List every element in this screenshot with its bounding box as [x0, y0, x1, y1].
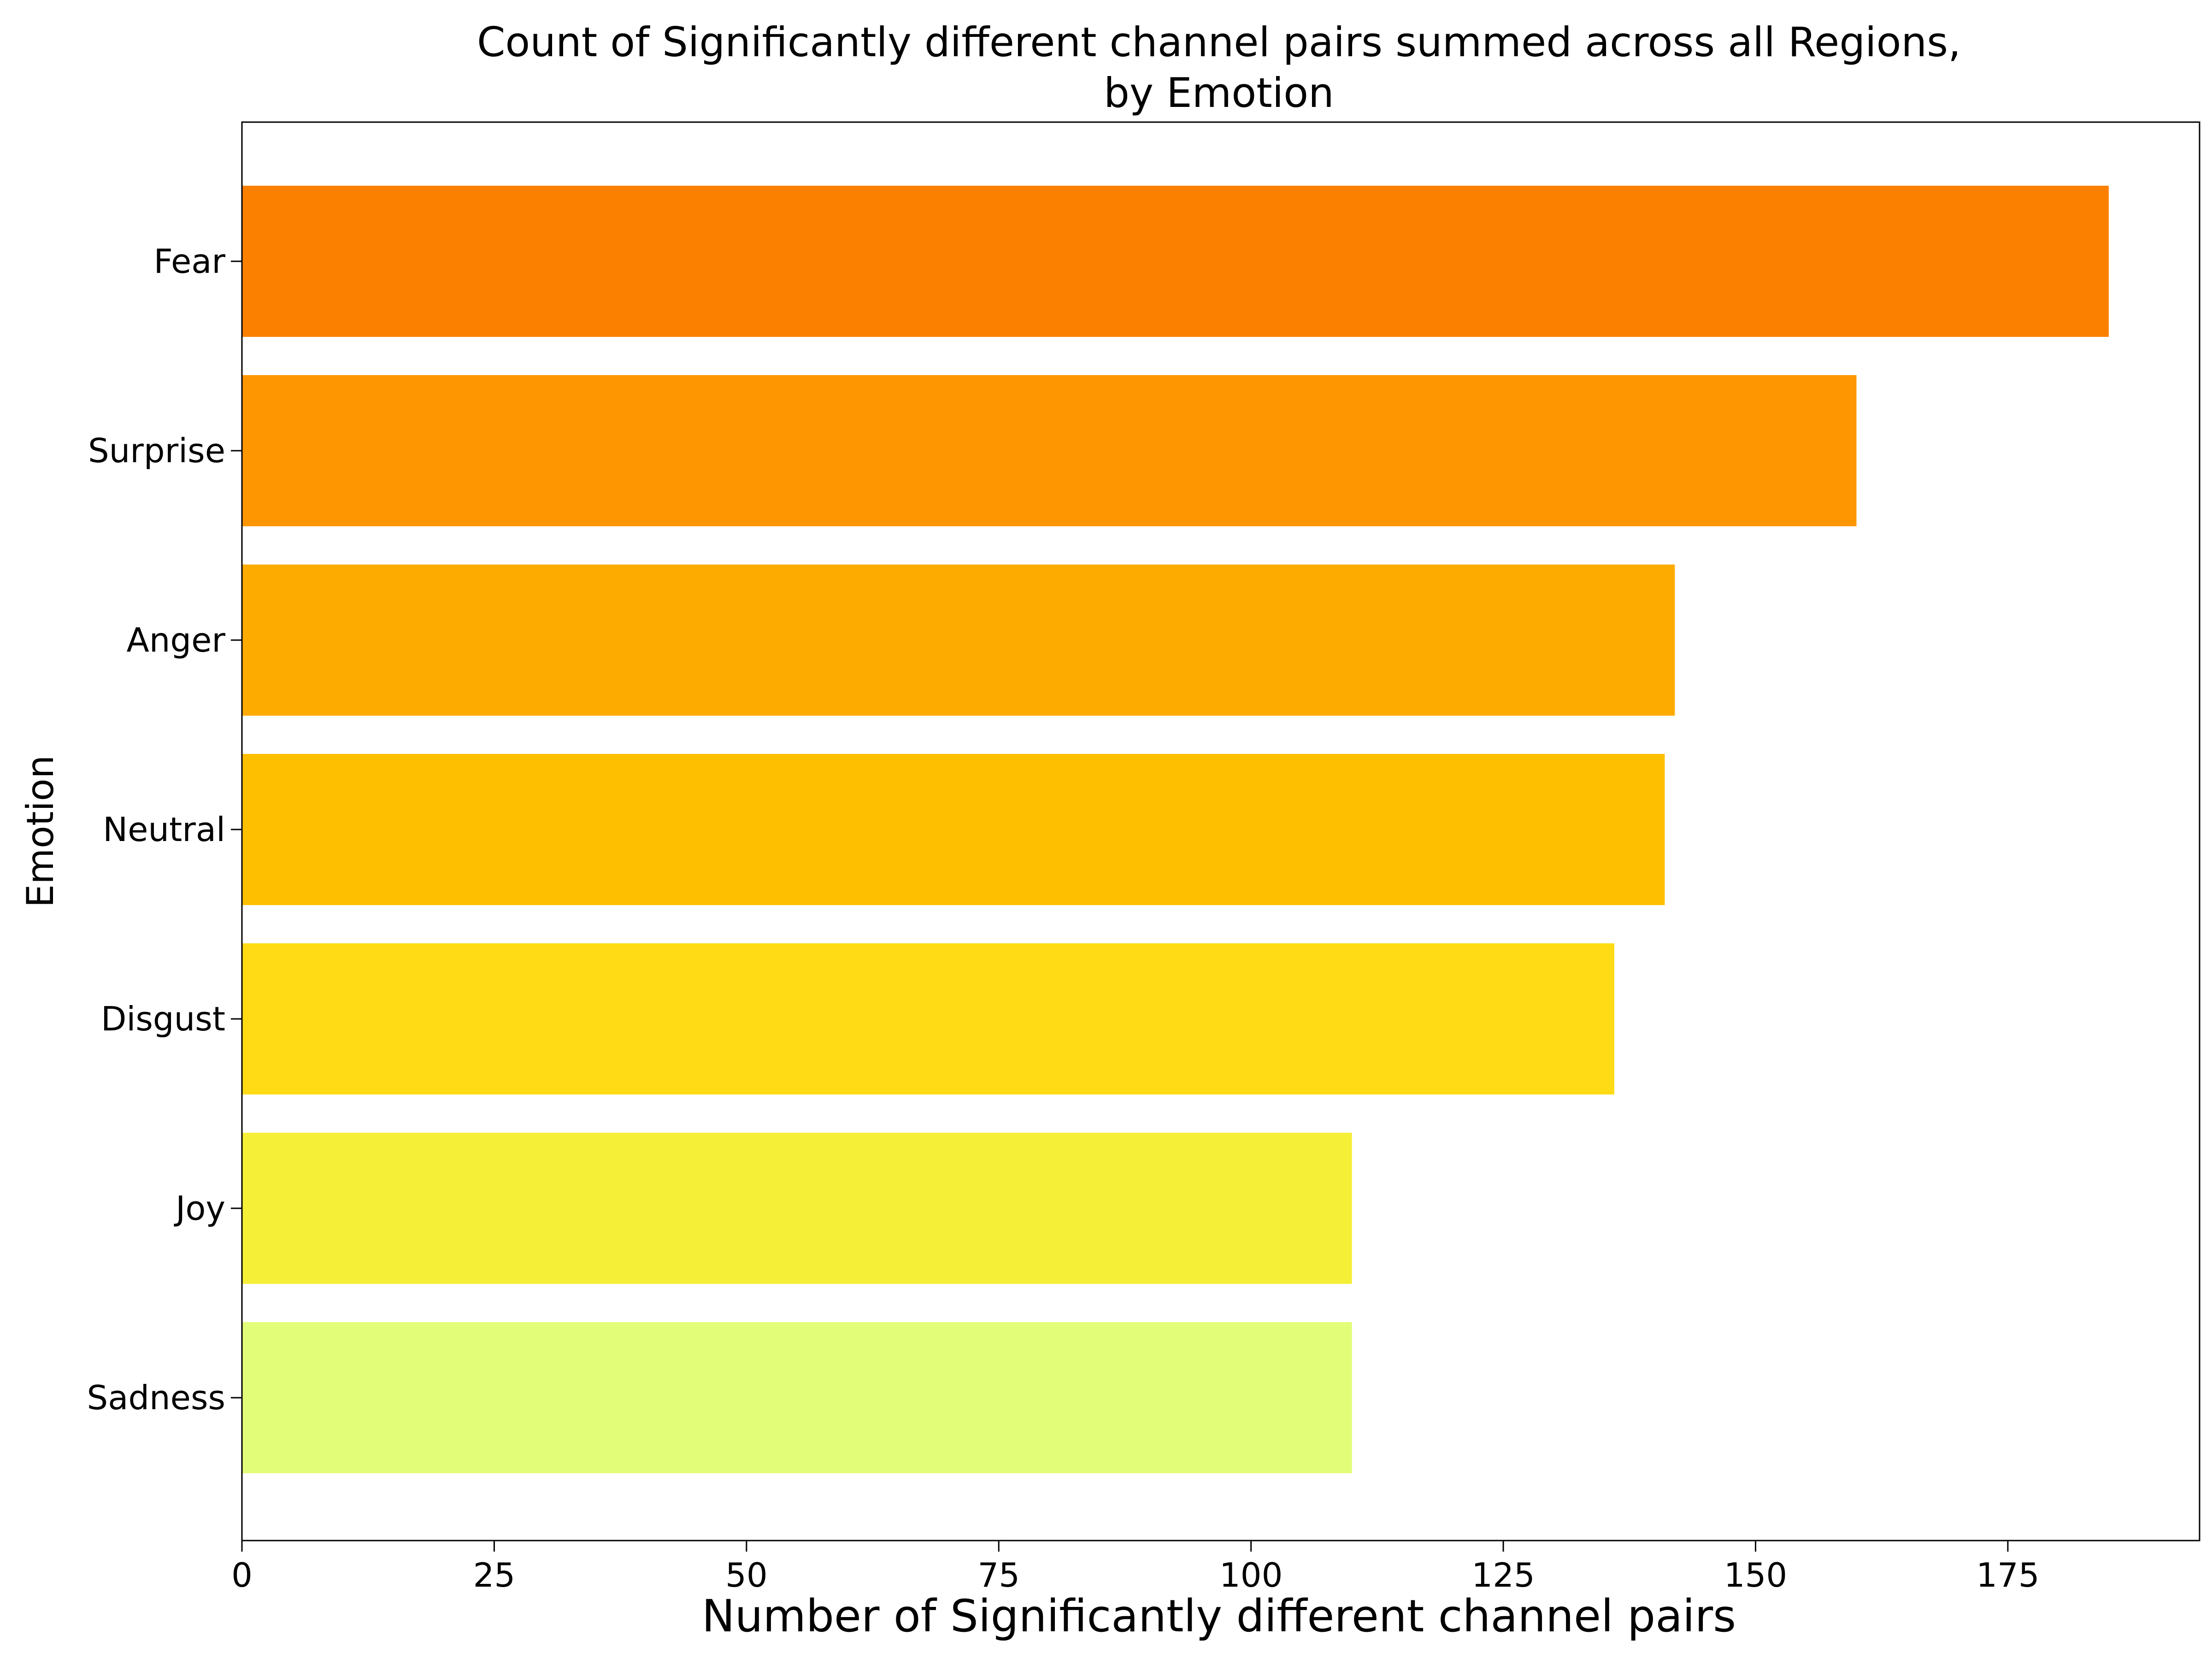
- y-tick-label-fear: Fear: [154, 242, 226, 281]
- y-axis-label: Emotion: [19, 755, 62, 908]
- x-tick-label-0: 0: [231, 1556, 253, 1594]
- x-tick-label-100: 100: [1219, 1556, 1282, 1594]
- bar-fear: [242, 186, 2109, 337]
- bar-surprise: [242, 375, 1857, 526]
- x-tick-label-25: 25: [473, 1556, 516, 1594]
- chart-title-line-1: Count of Significantly different channel…: [477, 18, 1961, 66]
- y-tick-label-sadness: Sadness: [87, 1378, 225, 1417]
- bar-disgust: [242, 943, 1614, 1094]
- plot-area-frame: [241, 121, 2200, 1541]
- x-tick-label-125: 125: [1471, 1556, 1535, 1594]
- x-tick-label-175: 175: [1976, 1556, 2039, 1594]
- y-tick-label-neutral: Neutral: [103, 810, 225, 849]
- bar-neutral: [242, 754, 1665, 905]
- x-axis-label: Number of Significantly different channe…: [702, 1590, 1736, 1642]
- x-tick-label-75: 75: [977, 1556, 1020, 1594]
- x-axis-ticks: 0 25 50 75 100 125 150 175: [231, 1541, 2040, 1594]
- y-tick-label-disgust: Disgust: [101, 1000, 225, 1038]
- bars-group: [242, 186, 2109, 1473]
- y-tick-label-anger: Anger: [127, 621, 226, 659]
- x-tick-label-150: 150: [1724, 1556, 1787, 1594]
- y-tick-label-joy: Joy: [174, 1189, 225, 1228]
- y-axis-ticks: Fear Surprise Anger Neutral Disgust Joy Sadnes…: [87, 242, 242, 1417]
- bar-sadness: [242, 1322, 1352, 1473]
- x-tick-label-50: 50: [725, 1556, 768, 1594]
- chart-title-line-2: by Emotion: [1104, 69, 1334, 117]
- y-tick-label-surprise: Surprise: [88, 431, 225, 470]
- bar-joy: [242, 1133, 1352, 1284]
- bar-anger: [242, 565, 1675, 716]
